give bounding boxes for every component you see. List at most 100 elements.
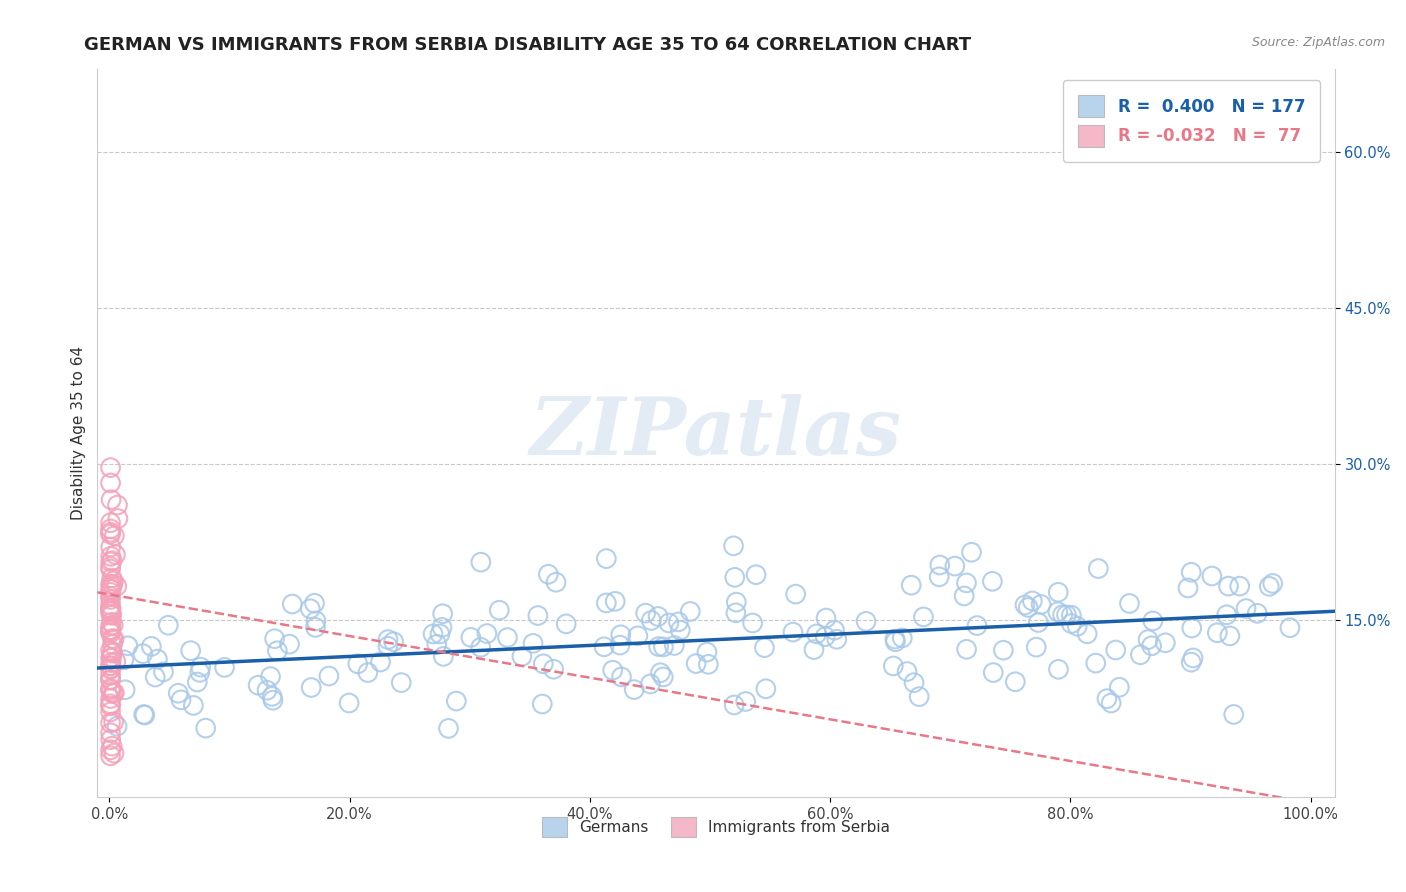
Point	[134, 708, 156, 723]
Point	[100, 585, 122, 599]
Point	[337, 696, 360, 710]
Point	[100, 681, 122, 696]
Point	[105, 719, 128, 733]
Point	[1201, 569, 1223, 583]
Point	[100, 582, 122, 597]
Point	[527, 608, 550, 623]
Point	[101, 577, 124, 591]
Point	[1026, 615, 1049, 630]
Point	[100, 592, 122, 607]
Point	[1142, 614, 1164, 628]
Point	[884, 634, 907, 648]
Point	[100, 492, 122, 507]
Point	[460, 631, 482, 645]
Point	[183, 698, 205, 713]
Point	[806, 627, 828, 641]
Point	[640, 677, 662, 691]
Point	[634, 606, 657, 620]
Point	[103, 529, 125, 543]
Point	[955, 575, 977, 590]
Point	[510, 649, 533, 664]
Point	[100, 624, 122, 638]
Point	[100, 549, 122, 564]
Point	[100, 705, 122, 719]
Point	[100, 522, 122, 536]
Point	[652, 640, 675, 654]
Point	[814, 630, 837, 644]
Point	[1129, 648, 1152, 662]
Point	[100, 540, 122, 554]
Point	[100, 643, 122, 657]
Point	[666, 615, 689, 629]
Point	[610, 670, 633, 684]
Point	[132, 647, 155, 661]
Point	[103, 574, 125, 588]
Point	[256, 683, 278, 698]
Point	[100, 605, 122, 619]
Point	[117, 639, 139, 653]
Point	[100, 673, 122, 687]
Point	[143, 670, 166, 684]
Point	[100, 619, 122, 633]
Point	[114, 682, 136, 697]
Point	[1029, 598, 1052, 612]
Point	[953, 589, 976, 603]
Point	[100, 615, 122, 630]
Point	[605, 594, 627, 608]
Point	[100, 623, 122, 637]
Point	[647, 640, 669, 654]
Point	[180, 643, 202, 657]
Point	[824, 624, 846, 638]
Point	[100, 571, 122, 585]
Point	[981, 574, 1004, 589]
Point	[100, 525, 122, 540]
Point	[100, 715, 122, 730]
Point	[100, 685, 122, 699]
Point	[100, 651, 122, 665]
Point	[593, 640, 616, 654]
Point	[100, 580, 122, 594]
Point	[103, 714, 125, 729]
Point	[100, 697, 122, 711]
Point	[432, 607, 454, 621]
Point	[170, 693, 193, 707]
Text: GERMAN VS IMMIGRANTS FROM SERBIA DISABILITY AGE 35 TO 64 CORRELATION CHART: GERMAN VS IMMIGRANTS FROM SERBIA DISABIL…	[84, 36, 972, 54]
Point	[679, 604, 702, 618]
Point	[100, 623, 122, 637]
Point	[100, 748, 122, 763]
Point	[101, 646, 124, 660]
Point	[299, 601, 322, 615]
Point	[132, 707, 155, 722]
Point	[1222, 707, 1244, 722]
Legend: Germans, Immigrants from Serbia: Germans, Immigrants from Serbia	[534, 810, 897, 845]
Point	[1025, 640, 1047, 655]
Text: ZIPatlas: ZIPatlas	[530, 394, 903, 472]
Point	[1021, 594, 1043, 608]
Point	[377, 639, 399, 653]
Point	[101, 554, 124, 568]
Point	[896, 665, 918, 679]
Point	[1056, 607, 1078, 622]
Point	[696, 645, 718, 659]
Point	[262, 693, 284, 707]
Point	[960, 545, 983, 559]
Point	[100, 603, 122, 617]
Point	[100, 662, 122, 676]
Point	[100, 683, 122, 698]
Point	[1099, 696, 1122, 710]
Point	[103, 686, 125, 700]
Point	[1140, 639, 1163, 653]
Point	[259, 669, 281, 683]
Point	[1215, 607, 1237, 622]
Point	[1108, 680, 1130, 694]
Point	[602, 663, 624, 677]
Point	[141, 640, 163, 654]
Point	[900, 578, 922, 592]
Point	[908, 690, 931, 704]
Point	[627, 629, 650, 643]
Point	[723, 539, 745, 553]
Point	[100, 607, 122, 622]
Point	[1278, 621, 1301, 635]
Point	[389, 675, 412, 690]
Point	[685, 657, 707, 671]
